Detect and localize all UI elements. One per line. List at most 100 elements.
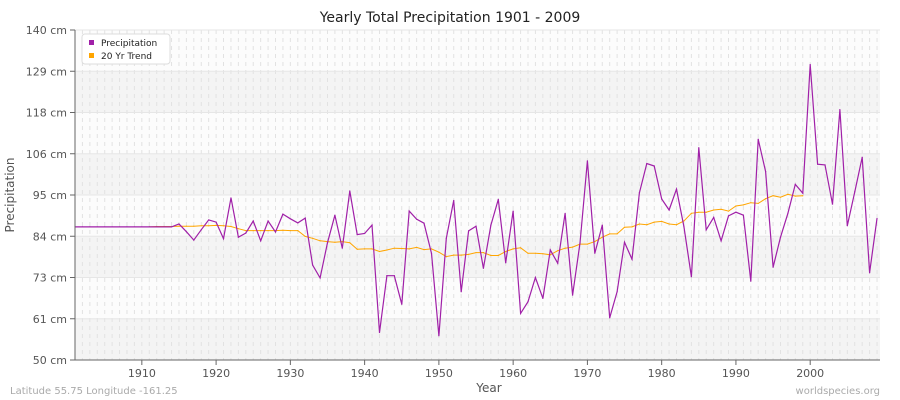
trend-point	[772, 195, 774, 197]
trend-point	[386, 249, 388, 251]
trend-point	[416, 246, 418, 249]
precipitation-point	[96, 226, 98, 228]
precipitation-point	[534, 276, 537, 279]
precipitation-point	[846, 225, 848, 227]
trend-point	[208, 225, 210, 227]
precipitation-point	[564, 212, 566, 214]
precipitation-point	[393, 275, 395, 277]
trend-point	[787, 193, 789, 195]
precipitation-point	[200, 229, 202, 231]
precipitation-point	[735, 211, 737, 213]
trend-point	[312, 237, 314, 239]
trend-point	[185, 225, 187, 227]
trend-point	[237, 228, 239, 230]
trend-point	[215, 224, 217, 227]
trend-point	[252, 229, 254, 232]
source-label: worldspecies.org	[796, 386, 880, 397]
trend-point	[200, 225, 202, 227]
trend-point	[423, 249, 425, 251]
precipitation-point	[831, 203, 834, 205]
trend-point	[267, 229, 269, 232]
precipitation-point	[312, 264, 314, 266]
trend-point	[356, 248, 358, 250]
trend-point	[282, 229, 284, 231]
precipitation-point	[683, 225, 685, 228]
precipitation-point	[170, 226, 173, 228]
precipitation-point	[631, 258, 633, 260]
precipitation-point	[750, 280, 752, 282]
precipitation-point	[193, 239, 195, 241]
legend-trend-swatch	[89, 53, 94, 58]
precipitation-point	[527, 301, 529, 303]
precipitation-point	[757, 138, 759, 140]
y-tick-label: 73 cm	[33, 272, 67, 285]
precipitation-point	[705, 229, 707, 231]
precipitation-point	[260, 240, 262, 242]
trend-point	[467, 253, 470, 255]
trend-point	[245, 229, 247, 232]
precipitation-point	[118, 226, 121, 228]
trend-point	[542, 253, 544, 255]
trend-point	[638, 223, 640, 225]
y-tick-label: 106 cm	[26, 148, 67, 161]
precipitation-point	[779, 236, 782, 238]
legend-box	[81, 33, 171, 65]
trend-point	[222, 225, 225, 227]
trend-point	[646, 224, 648, 226]
trend-point	[349, 242, 351, 244]
trend-point	[505, 250, 507, 253]
precipitation-point	[237, 236, 239, 238]
trend-point	[794, 195, 796, 197]
trend-point	[490, 254, 492, 257]
precipitation-point	[720, 240, 722, 242]
trend-point	[557, 250, 559, 252]
x-tick-label: 1920	[202, 367, 230, 380]
precipitation-point	[512, 210, 514, 212]
precipitation-point	[542, 297, 544, 299]
y-tick-label: 84 cm	[33, 230, 67, 243]
trend-point	[438, 251, 440, 253]
x-tick-label: 1950	[425, 367, 453, 380]
trend-point	[661, 220, 663, 222]
precipitation-point	[802, 192, 804, 194]
x-tick-label: 1930	[276, 367, 304, 380]
y-tick-label: 50 cm	[33, 354, 67, 367]
precipitation-point	[445, 237, 447, 239]
precipitation-point	[126, 226, 128, 228]
precipitation-point	[817, 163, 819, 165]
precipitation-point	[185, 231, 187, 233]
trend-point	[364, 248, 366, 250]
precipitation-point	[215, 221, 217, 223]
y-axis-label: Precipitation	[3, 157, 17, 232]
precipitation-point	[601, 224, 603, 226]
trend-point	[802, 195, 804, 197]
precipitation-point	[482, 267, 485, 269]
trend-point	[623, 226, 626, 228]
trend-point	[453, 254, 455, 256]
trend-point	[757, 202, 759, 205]
trend-point	[601, 236, 603, 238]
x-tick-label: 1910	[128, 367, 156, 380]
precipitation-point	[438, 335, 440, 337]
trend-point	[519, 247, 522, 249]
trend-point	[779, 196, 782, 198]
precipitation-point	[460, 291, 462, 293]
trend-point	[371, 248, 373, 250]
trend-point	[631, 226, 633, 228]
trend-point	[742, 204, 744, 206]
precipitation-point	[230, 197, 232, 199]
precipitation-point	[809, 63, 811, 66]
precipitation-point	[252, 220, 254, 222]
precipitation-point	[594, 252, 596, 254]
legend-precipitation-swatch	[89, 40, 94, 45]
precipitation-point	[549, 249, 551, 251]
precipitation-point	[653, 165, 655, 167]
precipitation-point	[334, 214, 336, 216]
precipitation-point	[133, 226, 136, 228]
trend-point	[230, 225, 232, 228]
chart-title: Yearly Total Precipitation 1901 - 2009	[319, 10, 581, 26]
precipitation-point	[616, 291, 618, 293]
trend-point	[735, 205, 737, 207]
trend-point	[260, 229, 262, 232]
trend-point	[512, 248, 514, 250]
